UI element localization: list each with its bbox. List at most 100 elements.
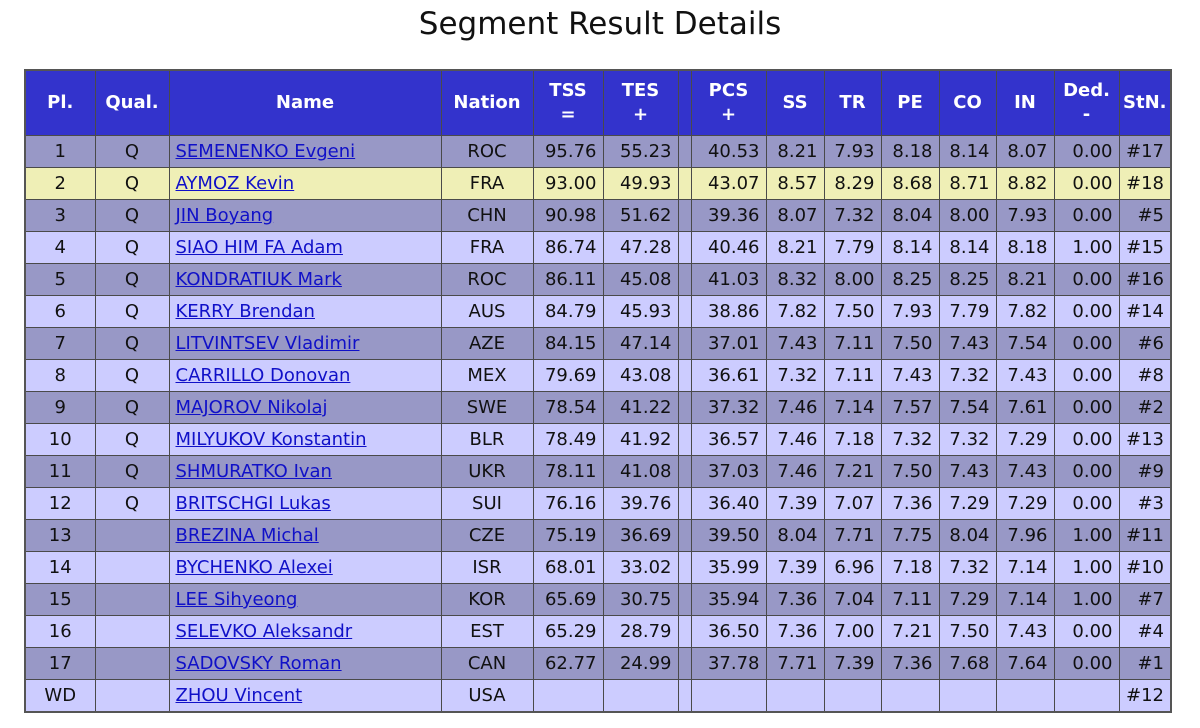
header-pe: PE xyxy=(880,69,940,136)
stn-value: #14 xyxy=(1126,301,1164,322)
tss-value: 75.19 xyxy=(544,525,597,546)
pcs-cell: 39.36 xyxy=(690,199,767,232)
pcs-cell: 36.57 xyxy=(690,423,767,456)
in-value: 8.82 xyxy=(1007,173,1048,194)
skater-link[interactable]: MAJOROV Nikolaj xyxy=(175,397,328,418)
tss-cell: 78.49 xyxy=(532,423,604,456)
qual-cell: Q xyxy=(94,327,170,360)
header-tss: TSS = xyxy=(532,69,604,136)
table-row: 17 SADOVSKY Roman CAN 62.77 24.99 37.78 7.71 7.… xyxy=(24,647,1172,680)
nation-cell: CAN xyxy=(440,647,534,680)
skater-link[interactable]: LITVINTSEV Vladimir xyxy=(175,333,360,354)
place-cell: 2 xyxy=(24,167,96,200)
pe-cell: 7.21 xyxy=(880,615,940,648)
in-value: 7.14 xyxy=(1007,557,1048,578)
pcs-cell: 37.32 xyxy=(690,391,767,424)
skater-link[interactable]: SELEVKO Aleksandr xyxy=(175,621,353,642)
stn-value: #15 xyxy=(1126,237,1164,258)
ss-value: 7.46 xyxy=(777,397,818,418)
skater-link[interactable]: BRITSCHGI Lukas xyxy=(175,493,331,514)
skater-link[interactable]: KONDRATIUK Mark xyxy=(175,269,342,290)
pe-value: 7.50 xyxy=(892,333,933,354)
tes-cell: 41.08 xyxy=(602,455,679,488)
nation-value: KOR xyxy=(468,589,506,610)
skater-link[interactable]: SEMENENKO Evgeni xyxy=(175,141,356,162)
co-cell: 7.29 xyxy=(938,487,997,520)
co-cell: 7.32 xyxy=(938,551,997,584)
skater-link[interactable]: AYMOZ Kevin xyxy=(175,173,295,194)
ss-value: 8.07 xyxy=(777,205,818,226)
co-value: 7.79 xyxy=(949,301,990,322)
qual-cell: Q xyxy=(94,231,170,264)
stn-cell: #1 xyxy=(1118,647,1172,680)
qual-cell: Q xyxy=(94,263,170,296)
pe-cell: 7.36 xyxy=(880,487,940,520)
nation-cell: EST xyxy=(440,615,534,648)
skater-link[interactable]: SHMURATKO Ivan xyxy=(175,461,332,482)
co-value: 7.43 xyxy=(949,461,990,482)
place-value: 11 xyxy=(48,461,72,482)
skater-link[interactable]: LEE Sihyeong xyxy=(175,589,298,610)
skater-link[interactable]: CARRILLO Donovan xyxy=(175,365,351,386)
spacer-cell xyxy=(677,327,692,360)
pe-value: 7.50 xyxy=(892,461,933,482)
nation-cell: AUS xyxy=(440,295,534,328)
qual-cell: Q xyxy=(94,167,170,200)
header-tr: TR xyxy=(823,69,882,136)
tes-cell: 41.22 xyxy=(602,391,679,424)
place-value: WD xyxy=(44,685,77,706)
tss-cell: 84.79 xyxy=(532,295,604,328)
nation-cell: AZE xyxy=(440,327,534,360)
skater-link[interactable]: BYCHENKO Alexei xyxy=(175,557,333,578)
tss-cell: 78.11 xyxy=(532,455,604,488)
header-nation: Nation xyxy=(440,69,534,136)
tr-value: 7.11 xyxy=(834,365,875,386)
skater-link[interactable]: SIAO HIM FA Adam xyxy=(175,237,343,258)
place-value: 9 xyxy=(54,397,66,418)
in-cell: 8.07 xyxy=(995,135,1055,168)
qual-value: Q xyxy=(124,429,140,450)
skater-link[interactable]: KERRY Brendan xyxy=(175,301,315,322)
skater-link[interactable]: MILYUKOV Konstantin xyxy=(175,429,367,450)
pe-value: 7.75 xyxy=(892,525,933,546)
name-cell: ZHOU Vincent xyxy=(168,679,442,713)
tss-value: 84.15 xyxy=(544,333,597,354)
ss-cell: 7.71 xyxy=(765,647,825,680)
nation-cell: CZE xyxy=(440,519,534,552)
ss-cell: 7.32 xyxy=(765,359,825,392)
place-cell: 6 xyxy=(24,295,96,328)
pcs-cell: 41.03 xyxy=(690,263,767,296)
table-row: 4 Q SIAO HIM FA Adam FRA 86.74 47.28 40.46 8.21… xyxy=(24,231,1172,264)
ss-value: 7.39 xyxy=(777,493,818,514)
tss-cell: 95.76 xyxy=(532,135,604,168)
tes-value: 45.93 xyxy=(619,301,672,322)
co-value: 7.68 xyxy=(949,653,990,674)
tss-value: 79.69 xyxy=(544,365,597,386)
pcs-cell: 40.46 xyxy=(690,231,767,264)
ded-cell: 0.00 xyxy=(1053,199,1120,232)
tes-value: 47.28 xyxy=(619,237,672,258)
pe-value: 7.11 xyxy=(892,589,933,610)
tss-value: 86.74 xyxy=(544,237,597,258)
nation-cell: FRA xyxy=(440,167,534,200)
skater-link[interactable]: SADOVSKY Roman xyxy=(175,653,342,674)
in-cell: 7.14 xyxy=(995,583,1055,616)
tss-cell: 86.11 xyxy=(532,263,604,296)
in-value: 7.14 xyxy=(1007,589,1048,610)
pe-cell xyxy=(880,679,940,713)
tes-value: 55.23 xyxy=(619,141,672,162)
pe-value: 7.18 xyxy=(892,557,933,578)
pe-cell: 8.68 xyxy=(880,167,940,200)
skater-link[interactable]: JIN Boyang xyxy=(175,205,274,226)
nation-value: BLR xyxy=(469,429,505,450)
in-value: 7.43 xyxy=(1007,621,1048,642)
pcs-cell: 43.07 xyxy=(690,167,767,200)
pe-cell: 7.50 xyxy=(880,327,940,360)
in-cell: 8.18 xyxy=(995,231,1055,264)
tr-value: 7.39 xyxy=(834,653,875,674)
skater-link[interactable]: ZHOU Vincent xyxy=(175,685,303,706)
ss-cell: 8.21 xyxy=(765,231,825,264)
ded-cell: 0.00 xyxy=(1053,487,1120,520)
skater-link[interactable]: BREZINA Michal xyxy=(175,525,319,546)
co-cell: 7.68 xyxy=(938,647,997,680)
